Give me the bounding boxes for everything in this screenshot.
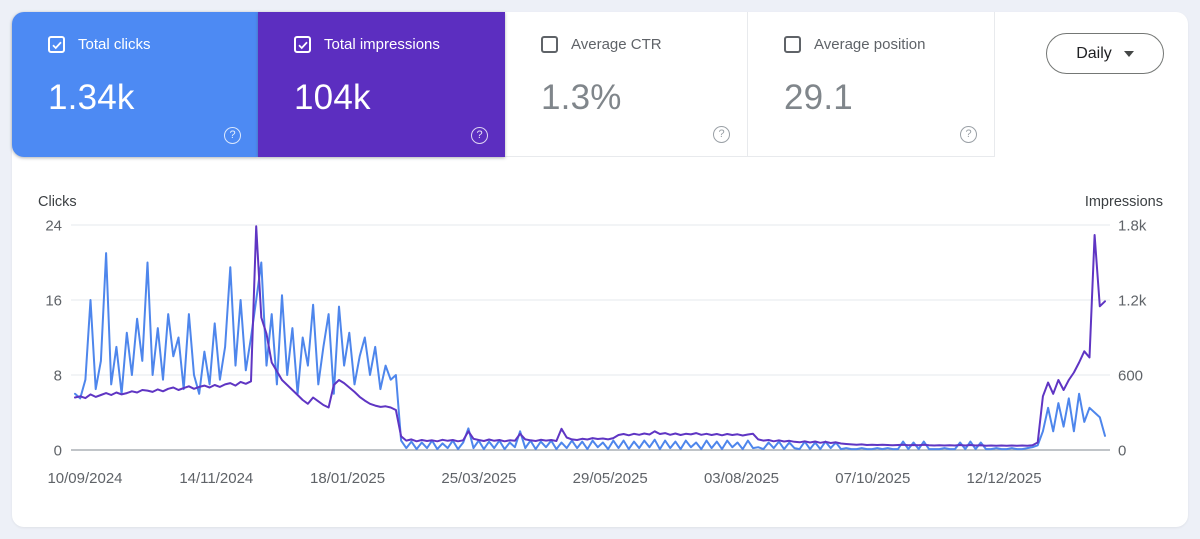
- granularity-dropdown[interactable]: Daily: [1046, 33, 1164, 74]
- metric-value: 104k: [294, 78, 371, 117]
- metrics-row: Total clicks 1.34k ? Total impressions 1…: [12, 12, 1188, 157]
- checkmark-icon: [297, 41, 308, 49]
- left-axis-tick-label: 24: [45, 218, 62, 235]
- help-icon[interactable]: ?: [224, 127, 241, 144]
- right-axis-tick-label: 1.2k: [1118, 293, 1147, 310]
- x-axis-date-label: 10/09/2024: [47, 470, 122, 487]
- metric-label: Total clicks: [78, 36, 151, 53]
- performance-chart: 0 8 16 24 0 600 1.2k 1.8k 10/09/2024 14/11/2024 18…: [45, 218, 1147, 488]
- checkbox-unchecked-icon[interactable]: [784, 36, 801, 53]
- x-axis-date-label: 18/01/2025: [310, 470, 385, 487]
- metric-card-average-position[interactable]: Average position 29.1 ?: [748, 12, 995, 157]
- help-icon[interactable]: ?: [960, 126, 977, 143]
- metric-label: Total impressions: [324, 36, 440, 53]
- performance-panel: Total clicks 1.34k ? Total impressions 1…: [12, 12, 1188, 527]
- metric-label: Average CTR: [571, 36, 662, 53]
- left-axis-tick-label: 0: [54, 443, 62, 460]
- chevron-down-icon: [1123, 50, 1134, 57]
- checkmark-icon: [51, 41, 62, 49]
- left-axis-tick-label: 8: [54, 368, 62, 385]
- x-axis-date-label: 25/03/2025: [441, 470, 516, 487]
- granularity-value: Daily: [1076, 44, 1112, 62]
- right-axis-tick-label: 1.8k: [1118, 218, 1147, 235]
- checkbox-checked-icon[interactable]: [48, 36, 65, 53]
- right-axis-tick-label: 600: [1118, 368, 1143, 385]
- metric-value: 1.34k: [48, 78, 135, 117]
- left-axis-tick-label: 16: [45, 293, 62, 310]
- metric-card-total-clicks[interactable]: Total clicks 1.34k ?: [12, 12, 258, 157]
- help-icon[interactable]: ?: [713, 126, 730, 143]
- right-axis-title: Impressions: [1084, 194, 1163, 210]
- metric-card-total-impressions[interactable]: Total impressions 104k ?: [258, 12, 505, 157]
- metric-card-average-ctr[interactable]: Average CTR 1.3% ?: [505, 12, 748, 157]
- help-icon[interactable]: ?: [471, 127, 488, 144]
- x-axis-date-label: 29/05/2025: [573, 470, 648, 487]
- series-line-left: [74, 252, 1106, 451]
- left-axis-title: Clicks: [38, 194, 77, 210]
- series-line-right: [74, 225, 1106, 447]
- right-axis-tick-label: 0: [1118, 443, 1126, 460]
- metric-value: 29.1: [784, 78, 853, 117]
- x-axis-date-label: 12/12/2025: [967, 470, 1042, 487]
- checkbox-unchecked-icon[interactable]: [541, 36, 558, 53]
- x-axis-date-label: 03/08/2025: [704, 470, 779, 487]
- x-axis-date-label: 07/10/2025: [835, 470, 910, 487]
- checkbox-checked-icon[interactable]: [294, 36, 311, 53]
- metric-value: 1.3%: [541, 78, 622, 117]
- metric-label: Average position: [814, 36, 926, 53]
- x-axis-date-label: 14/11/2024: [179, 470, 253, 487]
